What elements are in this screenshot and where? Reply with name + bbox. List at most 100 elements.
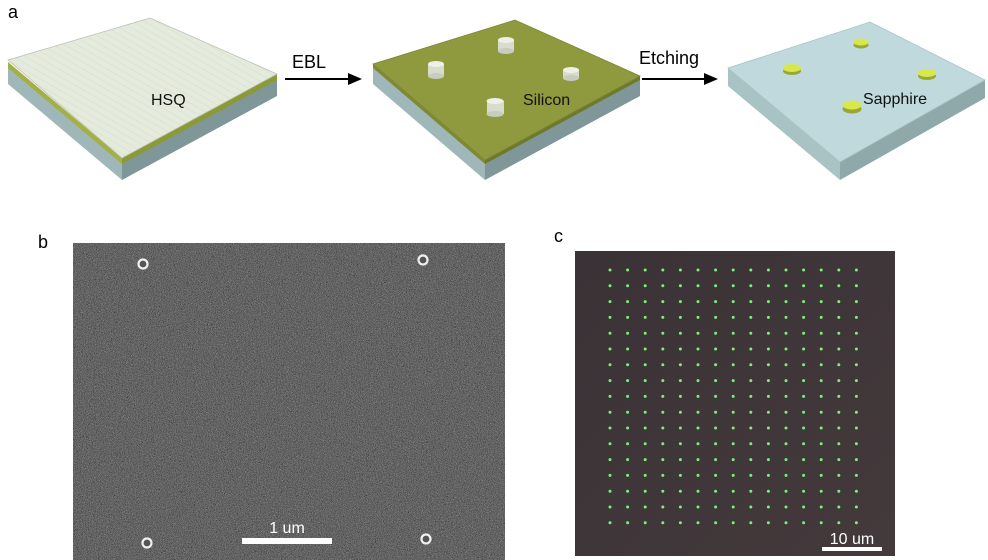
- darkfield-dot: [731, 284, 735, 288]
- darkfield-dot: [749, 489, 753, 493]
- panel-b-label: b: [38, 232, 48, 252]
- darkfield-dot: [854, 315, 858, 319]
- darkfield-dot: [678, 394, 682, 398]
- darkfield-dot: [643, 363, 647, 367]
- darkfield-dot: [766, 331, 770, 335]
- silicon-pillar: [918, 69, 936, 80]
- darkfield-dot: [766, 410, 770, 414]
- darkfield-dot: [714, 315, 718, 319]
- hsq-pillar: [486, 98, 504, 117]
- darkfield-dot: [784, 300, 788, 304]
- darkfield-dot: [802, 410, 806, 414]
- darkfield-dot: [819, 363, 823, 367]
- darkfield-dot: [766, 379, 770, 383]
- darkfield-dot: [608, 473, 612, 477]
- darkfield-dot: [819, 331, 823, 335]
- darkfield-dot: [819, 505, 823, 509]
- darkfield-dot: [837, 315, 841, 319]
- darkfield-dot: [714, 300, 718, 304]
- darkfield-dot: [696, 426, 700, 430]
- darkfield-dot: [784, 268, 788, 272]
- darkfield-dot: [626, 331, 630, 335]
- darkfield-dot: [678, 458, 682, 462]
- darkfield-dot: [643, 489, 647, 493]
- darkfield-dot: [749, 315, 753, 319]
- darkfield-dot: [837, 268, 841, 272]
- darkfield-dot: [784, 315, 788, 319]
- darkfield-dot: [837, 521, 841, 525]
- darkfield-dot: [854, 268, 858, 272]
- hsq-label: HSQ: [151, 92, 186, 109]
- darkfield-dot: [819, 458, 823, 462]
- darkfield-dot: [696, 315, 700, 319]
- darkfield-dot: [678, 505, 682, 509]
- darkfield-dot: [819, 473, 823, 477]
- darkfield-dot: [643, 521, 647, 525]
- darkfield-dot: [802, 315, 806, 319]
- darkfield-dot: [714, 521, 718, 525]
- darkfield-dot: [643, 331, 647, 335]
- darkfield-dot: [802, 379, 806, 383]
- sem-pillar: [137, 258, 149, 270]
- darkfield-dot: [661, 284, 665, 288]
- darkfield-dot: [766, 394, 770, 398]
- darkfield-dot: [608, 331, 612, 335]
- darkfield-dot: [731, 489, 735, 493]
- darkfield-dot: [731, 300, 735, 304]
- sem-pillar: [141, 537, 153, 549]
- darkfield-dot: [626, 505, 630, 509]
- darkfield-dot: [837, 379, 841, 383]
- darkfield-dot: [784, 458, 788, 462]
- darkfield-dot: [714, 442, 718, 446]
- darkfield-dot: [784, 489, 788, 493]
- darkfield-dot: [837, 442, 841, 446]
- darkfield-dot: [626, 300, 630, 304]
- darkfield-dot: [837, 426, 841, 430]
- darkfield-dot: [749, 331, 753, 335]
- darkfield-dot: [643, 442, 647, 446]
- darkfield-dot: [714, 505, 718, 509]
- silicon-pillar: [783, 64, 801, 75]
- darkfield-dot: [837, 300, 841, 304]
- darkfield-dot: [643, 458, 647, 462]
- darkfield-dot: [696, 489, 700, 493]
- sem-pillar: [420, 533, 432, 545]
- darkfield-dot: [696, 363, 700, 367]
- darkfield-dot: [661, 442, 665, 446]
- darkfield-dot: [784, 284, 788, 288]
- darkfield-dot: [661, 426, 665, 430]
- darkfield-dot: [678, 521, 682, 525]
- darkfield-dot: [749, 284, 753, 288]
- darkfield-dot: [714, 347, 718, 351]
- darkfield-dot: [854, 331, 858, 335]
- darkfield-dot: [766, 505, 770, 509]
- darkfield-dot: [678, 268, 682, 272]
- darkfield-dot: [854, 300, 858, 304]
- darkfield-dot: [608, 363, 612, 367]
- darkfield-dot: [819, 284, 823, 288]
- panel-a-label: a: [8, 2, 19, 22]
- darkfield-dot: [854, 521, 858, 525]
- darkfield-dot: [696, 505, 700, 509]
- darkfield-dot: [854, 347, 858, 351]
- silicon-pillar: [842, 100, 862, 114]
- darkfield-dot: [766, 442, 770, 446]
- darkfield-dot: [643, 505, 647, 509]
- darkfield-dot: [643, 379, 647, 383]
- darkfield-dot: [819, 347, 823, 351]
- darkfield-dot: [837, 505, 841, 509]
- darkfield-dot: [678, 489, 682, 493]
- darkfield-dot: [731, 347, 735, 351]
- darkfield-dot: [819, 300, 823, 304]
- darkfield-dot: [696, 394, 700, 398]
- darkfield-dot: [643, 410, 647, 414]
- darkfield-dot: [749, 442, 753, 446]
- darkfield-dot: [749, 458, 753, 462]
- silicon-pillar: [853, 38, 869, 49]
- darkfield-dot: [626, 394, 630, 398]
- darkfield-dot: [819, 268, 823, 272]
- darkfield-scale-label: 10 um: [830, 531, 874, 548]
- darkfield-dot: [608, 458, 612, 462]
- darkfield-dot: [854, 363, 858, 367]
